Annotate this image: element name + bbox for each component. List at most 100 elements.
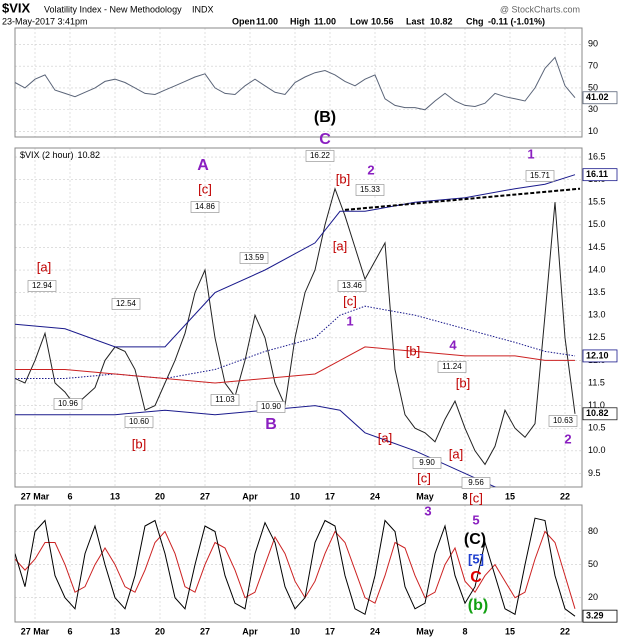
x-tick-label: 15 (505, 491, 515, 501)
price-label: 10.90 (261, 402, 282, 411)
last-value-label: 3.29 (586, 611, 604, 621)
x-tick-label: 13 (110, 491, 120, 501)
wave-label: [a] (37, 259, 51, 274)
price-label: 13.59 (244, 253, 265, 262)
y-tick-label: 50 (588, 82, 598, 92)
y-tick-label: 20 (588, 592, 598, 602)
quote-label: Low (350, 16, 369, 26)
price-label-box (111, 298, 141, 310)
x-tick-label: 27 (200, 626, 210, 636)
price-label: 12.94 (32, 281, 53, 290)
legend-value: 10.82 (78, 150, 101, 160)
price-label: 11.03 (215, 395, 235, 404)
x-tick-label: 27 (200, 491, 210, 501)
price-label: 10.60 (129, 417, 150, 426)
y-tick-label: 14.5 (588, 242, 606, 252)
quote-value: 11.00 (256, 16, 278, 26)
exchange: INDX (192, 4, 214, 14)
series-line (15, 517, 576, 617)
y-tick-label: 16.5 (588, 151, 606, 161)
quote-value: 10.82 (430, 16, 453, 26)
x-tick-label: 10 (290, 626, 300, 636)
wave-label: 2 (367, 162, 374, 177)
quote-value: 10.56 (371, 16, 394, 26)
price-label-box (124, 416, 154, 428)
x-tick-label: Apr (242, 626, 258, 636)
symbol: $VIX (2, 0, 31, 15)
price-label: 11.24 (442, 362, 462, 371)
x-tick-label: 20 (155, 626, 165, 636)
price-label: 16.22 (310, 151, 331, 160)
price-label-box (525, 170, 555, 182)
x-tick-label: 6 (67, 491, 72, 501)
wave-label: 2 (564, 431, 571, 446)
wave-label: B (265, 416, 277, 433)
price-label-box (210, 394, 240, 406)
wave-label: [c] (343, 293, 357, 308)
series-line (15, 56, 576, 111)
wave-label: (b) (468, 597, 488, 614)
panel-frame (14, 504, 583, 623)
y-tick-label: 10 (588, 126, 598, 136)
y-tick-label: 30 (588, 104, 598, 114)
x-tick-label: 8 (462, 491, 467, 501)
last-value-label: 10.82 (586, 408, 609, 418)
wave-label: [c] (198, 181, 212, 196)
price-label: 10.96 (58, 399, 79, 408)
quote-label: High (290, 16, 310, 26)
price-label: 15.33 (360, 185, 381, 194)
last-value-box (582, 168, 618, 182)
wave-label: 1 (527, 146, 534, 161)
wave-label: [b] (336, 171, 350, 186)
price-label: 9.56 (468, 478, 484, 487)
series-line (15, 530, 576, 609)
price-label-box (548, 415, 578, 427)
y-tick-label: 10.0 (588, 445, 606, 455)
source: @ StockCharts.com (500, 4, 580, 14)
last-value-label: 16.11 (586, 169, 608, 179)
series-group (15, 56, 576, 111)
wave-label: [c] (469, 490, 483, 505)
x-tick-label: 20 (155, 491, 165, 501)
wave-label: [a] (449, 446, 463, 461)
wave-label: 3 (424, 503, 431, 518)
quote-value: -0.11 (-1.01%) (488, 16, 545, 26)
x-tick-label: 27 Mar (21, 626, 50, 636)
price-label: 10.63 (553, 416, 574, 425)
quote-value: 11.00 (314, 16, 336, 26)
series-line (15, 405, 497, 487)
wave-label: [b] (132, 436, 146, 451)
x-tick-label: 15 (505, 626, 515, 636)
series-line (15, 346, 575, 384)
wave-label: C (470, 569, 482, 586)
x-tick-label: 8 (462, 626, 467, 636)
date: 23-May-2017 3:41pm (2, 16, 88, 26)
x-tick-label: 17 (325, 491, 335, 501)
wave-label: [b] (456, 375, 470, 390)
x-tick-label: 22 (560, 626, 570, 636)
series-line (344, 187, 581, 211)
y-tick-label: 11.5 (588, 377, 605, 387)
legend: $VIX (2 hour) 10.82 (20, 150, 100, 160)
y-tick-label: 80 (588, 526, 598, 536)
y-tick-label: 50 (588, 559, 598, 569)
x-tick-label: 10 (290, 491, 300, 501)
y-tick-label: 13.0 (588, 310, 606, 320)
price-label-box (412, 457, 442, 469)
price-label-box (27, 280, 57, 292)
x-tick-label: 27 Mar (21, 491, 50, 501)
last-value-label: 12.10 (586, 350, 609, 360)
wave-label: 5 (472, 512, 479, 527)
last-value-box (582, 91, 618, 105)
price-label: 14.86 (195, 202, 216, 211)
price-label: 13.46 (342, 281, 363, 290)
wave-label: (B) (314, 109, 336, 126)
price-label-box (190, 201, 220, 213)
x-tick-label: May (416, 626, 434, 636)
y-tick-label: 10.5 (588, 423, 606, 433)
x-tick-label: 22 (560, 491, 570, 501)
series-group (15, 517, 576, 617)
y-tick-label: 13.5 (588, 287, 606, 297)
